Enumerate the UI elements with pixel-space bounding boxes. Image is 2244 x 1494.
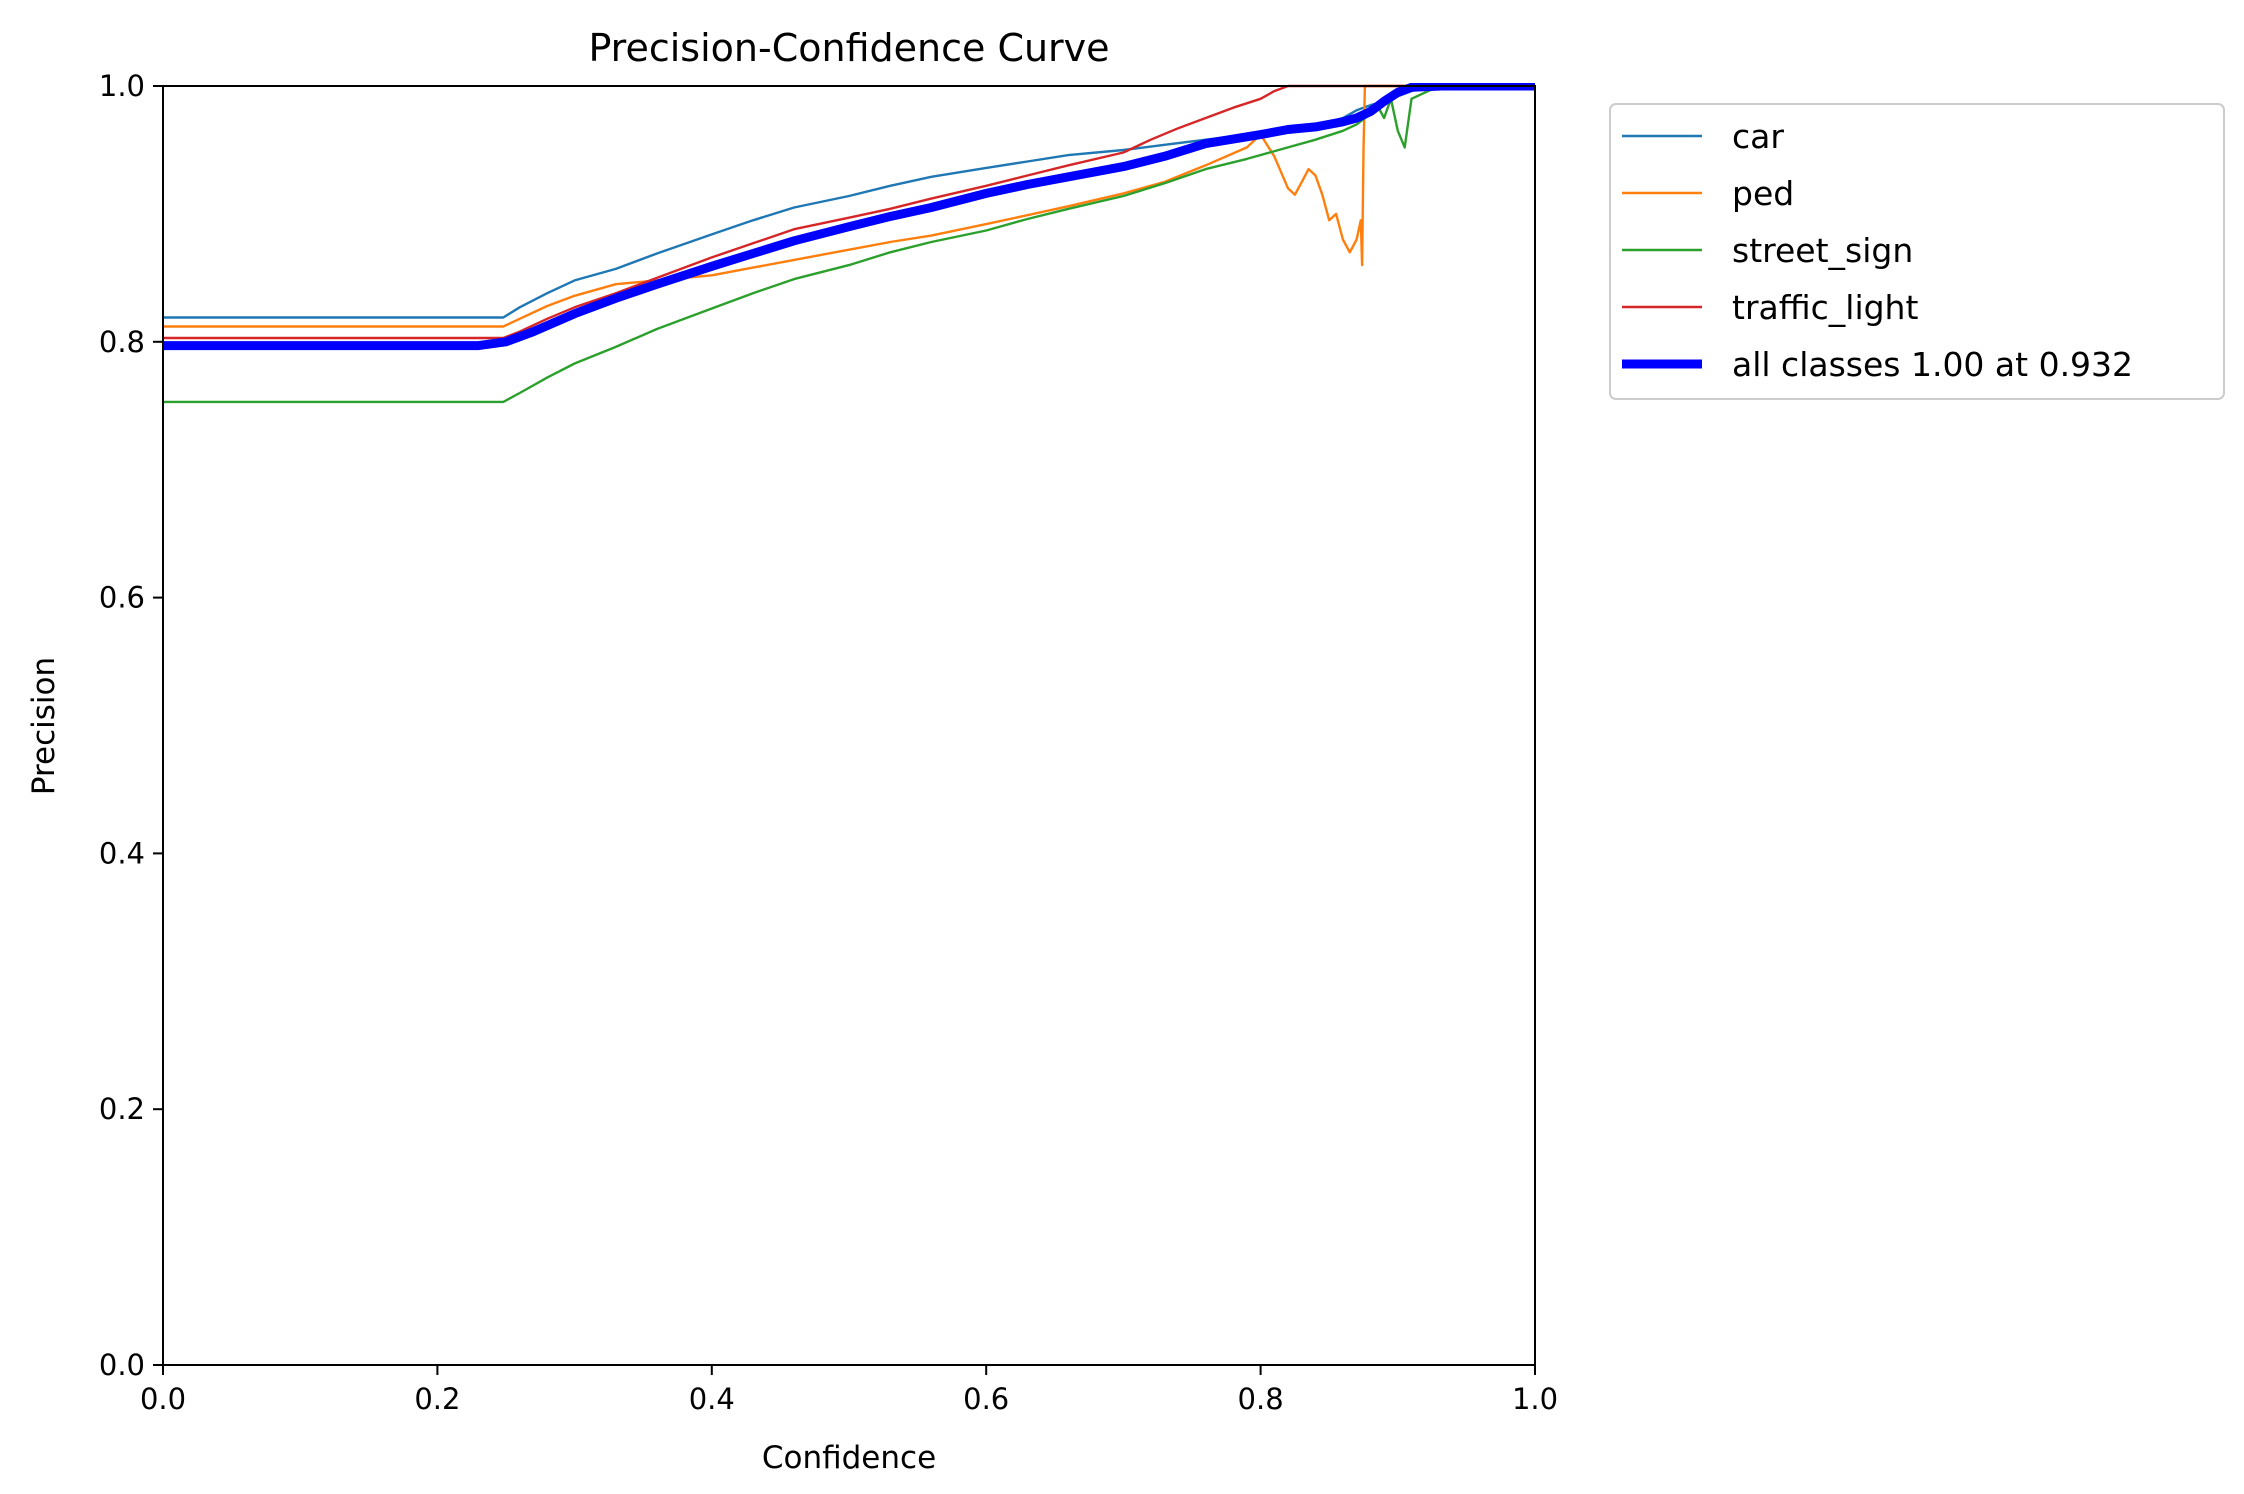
x-tick-label: 0.4 <box>689 1382 735 1416</box>
legend-entry-label: traffic_light <box>1732 288 1918 327</box>
x-tick-label: 0.2 <box>414 1382 460 1416</box>
legend-entry-label: ped <box>1732 174 1794 213</box>
chart-title: Precision-Confidence Curve <box>588 26 1109 70</box>
x-tick-label: 0.0 <box>140 1382 186 1416</box>
plot-frame <box>162 85 1536 1366</box>
y-tick-label: 0.8 <box>99 325 145 359</box>
y-tick-label: 0.0 <box>99 1348 145 1382</box>
series-line-street-sign <box>163 84 1535 404</box>
series-line-all <box>163 83 1535 351</box>
y-axis-label: Precision <box>26 657 62 795</box>
legend-box <box>1609 103 2225 400</box>
y-tick-label: 0.2 <box>99 1092 145 1126</box>
legend-entry-label: street_sign <box>1732 231 1913 270</box>
x-axis-label: Confidence <box>762 1440 936 1476</box>
y-tick-label: 1.0 <box>99 69 145 103</box>
series-line-traffic-light <box>163 84 1535 340</box>
y-tick-label: 0.6 <box>99 581 145 615</box>
ticks-layer: 0.0 0.2 0.4 0.6 0.8 1.0 0.0 0.2 0.4 0.6 0.8 1.0 <box>99 69 1558 1416</box>
y-tick-label: 0.4 <box>99 836 145 870</box>
x-tick-label: 1.0 <box>1512 1382 1558 1416</box>
series-group <box>163 83 1535 404</box>
x-tick-label: 0.6 <box>963 1382 1009 1416</box>
series-layer <box>163 83 1535 404</box>
legend-entry-label: car <box>1732 117 1784 156</box>
x-tick-label: 0.8 <box>1238 1382 1284 1416</box>
legend-entry-label: all classes 1.00 at 0.932 <box>1732 345 2133 384</box>
